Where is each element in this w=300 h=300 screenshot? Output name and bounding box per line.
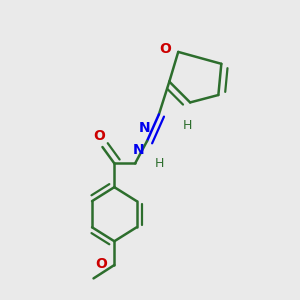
Text: O: O — [94, 130, 105, 143]
Text: H: H — [183, 119, 192, 132]
Text: H: H — [154, 158, 164, 170]
Text: N: N — [139, 121, 151, 134]
Text: O: O — [95, 256, 107, 271]
Text: O: O — [159, 42, 171, 56]
Text: N: N — [132, 143, 144, 158]
